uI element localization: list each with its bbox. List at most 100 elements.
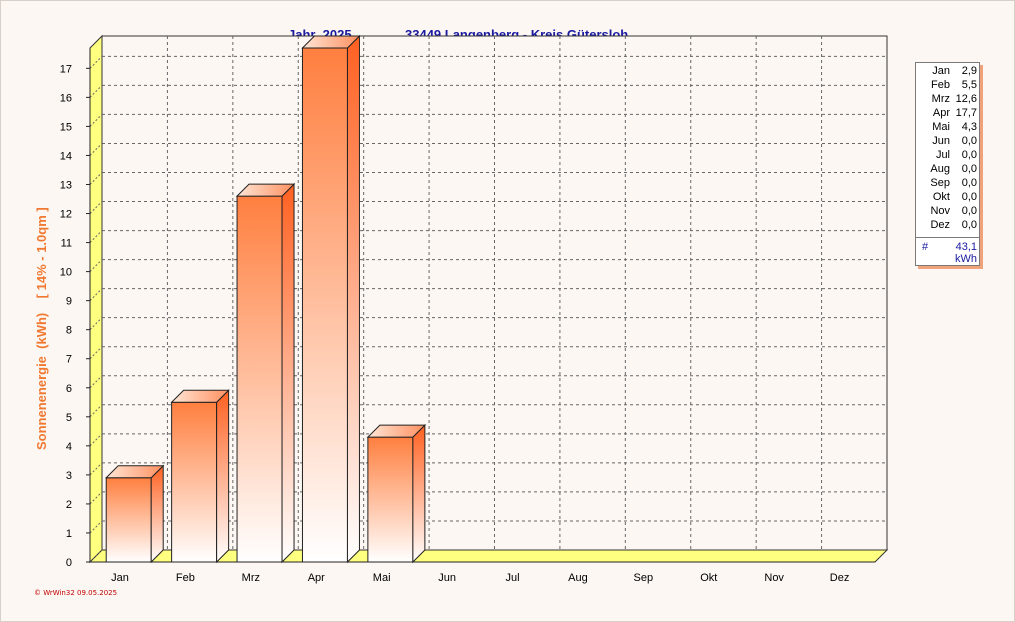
x-tick-label: Mai — [373, 572, 391, 584]
legend-month: Mai — [932, 121, 950, 133]
x-tick-label: Jun — [438, 572, 456, 584]
bar-side-mrz — [281, 182, 295, 564]
legend-month: Okt — [932, 191, 950, 203]
bar-apr — [301, 47, 348, 563]
legend-row: Dez 0,0 — [916, 219, 979, 233]
bar-top-mai — [366, 424, 427, 438]
bar-top-mrz — [235, 183, 296, 197]
x-tick-label: Sep — [634, 572, 654, 584]
legend-row: Feb 5,5 — [916, 79, 979, 93]
legend-row: Mai 4,3 — [916, 121, 979, 135]
gridline-wall — [89, 114, 103, 127]
bar-side-mai — [412, 423, 426, 564]
legend-month: Jun — [932, 135, 950, 147]
x-tick-label: Okt — [700, 572, 717, 584]
x-tick-label: Jul — [505, 572, 519, 584]
legend-month: Sep — [930, 177, 950, 189]
x-tick-label: Mrz — [242, 572, 260, 584]
gridline-wall — [89, 230, 103, 243]
x-tick-label: Nov — [764, 572, 784, 584]
bar-mrz — [236, 195, 283, 563]
legend-month: Jan — [932, 65, 950, 77]
legend-row: Okt 0,0 — [916, 191, 979, 205]
y-tick-label: 8 — [66, 325, 72, 337]
legend-value: 17,7 — [955, 107, 977, 119]
gridline-wall — [89, 433, 103, 447]
bar-top-jan — [105, 465, 165, 479]
gridline-wall — [89, 85, 103, 98]
legend-row: Aug 0,0 — [916, 163, 979, 177]
legend-row: Nov 0,0 — [916, 205, 979, 219]
gridline-wall — [89, 317, 103, 331]
bar-side-feb — [216, 389, 230, 564]
gridline-wall — [89, 520, 103, 534]
legend-row: Mrz 12,6 — [916, 93, 979, 107]
legend-value: 5,5 — [961, 79, 977, 91]
legend-month: Apr — [932, 107, 950, 119]
legend-row: Jun 0,0 — [916, 135, 979, 149]
legend-value: 0,0 — [961, 205, 977, 217]
legend-value: 0,0 — [961, 149, 977, 161]
x-tick-label: Dez — [830, 572, 850, 584]
legend-month: Feb — [931, 79, 950, 91]
footer-credit: © WrWin32 09.05.2025 — [34, 589, 118, 597]
gridline-wall — [89, 172, 103, 185]
bar-jan — [105, 477, 152, 563]
legend-total-value: 43,1 — [955, 241, 977, 253]
legend-row: Jan 2,9 — [916, 65, 979, 79]
y-tick-label: 2 — [66, 499, 72, 511]
legend-total-unit: kWh — [955, 253, 977, 265]
gridline-wall — [89, 404, 103, 418]
y-axis-label: Sonnenenergie (kWh) [ 14% - 1.0qm ] — [34, 207, 49, 450]
y-tick-label: 15 — [60, 121, 72, 133]
legend-value: 0,0 — [961, 163, 977, 175]
legend-row: Jul 0,0 — [916, 149, 979, 163]
x-tick-label: Feb — [176, 572, 195, 584]
legend-value: 0,0 — [961, 219, 977, 231]
bar-side-jan — [150, 464, 164, 564]
bar-side-apr — [346, 34, 360, 564]
y-tick-label: 0 — [66, 557, 72, 569]
legend-value: 0,0 — [961, 135, 977, 147]
x-tick-label: Aug — [568, 572, 588, 584]
y-tick-label: 10 — [60, 267, 72, 279]
y-tick-label: 11 — [61, 238, 72, 250]
y-tick-label: 3 — [66, 470, 72, 482]
legend-value: 2,9 — [961, 65, 977, 77]
y-tick-label: 7 — [66, 354, 72, 366]
gridline-wall — [89, 55, 103, 69]
legend-month: Mrz — [931, 93, 950, 105]
legend-month: Nov — [930, 205, 950, 217]
y-tick-label: 17 — [60, 63, 72, 75]
y-tick-label: 13 — [60, 179, 72, 191]
legend-value: 0,0 — [961, 177, 977, 189]
legend-separator — [916, 237, 979, 238]
legend-total-symbol: # — [922, 241, 929, 253]
values-legend: Jan 2,9 Feb 5,5 Mrz 12,6 Apr 17,7 Mai 4,3 Jun 0,0 Ju… — [915, 62, 980, 266]
x-tick-label: Jan — [111, 572, 129, 584]
y-tick-label: 4 — [66, 441, 72, 453]
legend-row: Sep 0,0 — [916, 177, 979, 191]
y-tick-label: 6 — [66, 383, 72, 395]
gridline-wall — [89, 346, 103, 360]
legend-value: 0,0 — [961, 191, 977, 203]
gridline-wall — [89, 491, 103, 505]
plot-left-wall — [89, 34, 103, 564]
legend-month: Aug — [930, 163, 950, 175]
bar-top-feb — [170, 389, 230, 403]
legend-value: 4,3 — [961, 121, 977, 133]
bar-mai — [367, 436, 414, 563]
legend-month: Jul — [935, 149, 950, 161]
y-tick-label: 14 — [60, 150, 72, 162]
y-tick-label: 12 — [60, 209, 72, 221]
bar-feb — [171, 401, 218, 563]
gridline-wall — [89, 259, 103, 272]
gridline-wall — [89, 375, 103, 389]
gridline-wall — [89, 201, 103, 214]
bar-top-apr — [301, 35, 361, 49]
legend-row: Apr 17,7 — [916, 107, 979, 121]
gridline-wall — [89, 288, 103, 301]
y-tick-label: 5 — [66, 412, 72, 424]
gridline-wall — [89, 462, 103, 476]
